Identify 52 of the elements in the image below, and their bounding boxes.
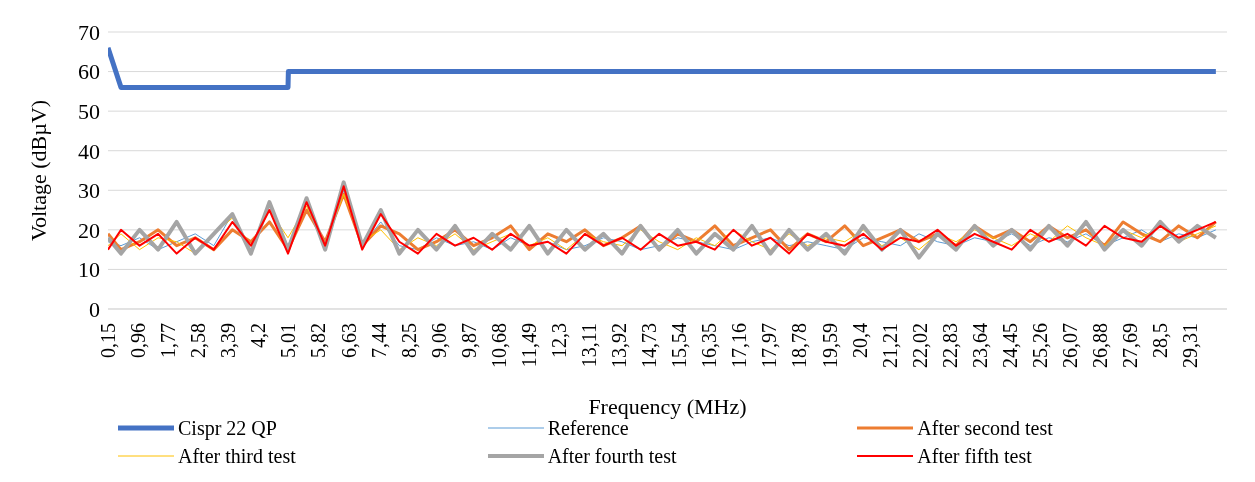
x-tick-label: 4,2 (247, 323, 270, 348)
x-tick-label: 17,97 (758, 323, 781, 368)
x-tick-label: 24,45 (998, 323, 1021, 368)
legend-label: After second test (917, 416, 1053, 440)
x-tick-label: 15,54 (668, 323, 691, 368)
x-tick-label: 25,26 (1028, 323, 1051, 368)
x-tick-label: 10,68 (487, 323, 510, 368)
x-tick-label: 0,96 (127, 323, 150, 358)
x-tick-label: 8,25 (397, 323, 420, 358)
legend-label: After fifth test (917, 444, 1032, 468)
x-tick-label: 13,92 (608, 323, 631, 368)
x-tick-label: 9,06 (427, 323, 450, 358)
x-tick-label: 14,73 (638, 323, 661, 368)
x-tick-label: 17,16 (728, 323, 751, 368)
x-tick-label: 2,58 (187, 323, 210, 358)
y-tick-label: 20 (78, 217, 100, 243)
x-tick-label: 12,3 (547, 323, 570, 358)
x-tick-label: 22,83 (938, 323, 961, 368)
x-tick-label: 9,87 (457, 323, 480, 358)
legend-label: After fourth test (547, 444, 677, 468)
x-tick-label: 23,64 (968, 323, 991, 368)
legend-label: After third test (178, 444, 296, 468)
y-tick-label: 60 (78, 59, 100, 85)
y-tick-label: 10 (78, 257, 100, 283)
y-tick-label: 30 (78, 178, 100, 204)
x-axis-title: Frequency (MHz) (588, 394, 747, 419)
y-tick-label: 40 (78, 138, 100, 164)
x-tick-label: 29,31 (1179, 323, 1202, 368)
x-tick-label: 21,21 (878, 323, 901, 368)
x-tick-label: 0,15 (97, 323, 119, 358)
x-tick-label: 13,11 (578, 323, 600, 368)
x-tick-label: 19,59 (818, 323, 841, 368)
x-tick-label: 26,07 (1059, 323, 1082, 368)
x-tick-label: 28,5 (1149, 323, 1172, 358)
y-tick-label: 0 (89, 296, 100, 322)
x-tick-label: 5,01 (277, 323, 300, 358)
x-tick-label: 22,02 (908, 323, 931, 368)
legend-label: Cispr 22 QP (178, 416, 277, 440)
x-tick-label: 27,69 (1119, 323, 1142, 368)
x-tick-label: 5,82 (307, 323, 330, 358)
y-axis-title: Voltage (dBµV) (25, 99, 51, 242)
y-tick-label: 50 (78, 98, 100, 124)
x-tick-label: 16,35 (698, 323, 721, 368)
x-tick-label: 18,78 (788, 323, 811, 368)
x-tick-label: 3,39 (217, 323, 240, 358)
x-tick-label: 11,49 (517, 323, 540, 368)
x-tick-label: 26,88 (1089, 323, 1112, 368)
x-tick-label: 20,4 (848, 323, 871, 358)
x-tick-label: 6,63 (337, 323, 360, 358)
x-tick-label: 1,77 (157, 323, 180, 358)
y-tick-label: 70 (78, 19, 100, 45)
x-tick-label: 7,44 (367, 323, 390, 358)
